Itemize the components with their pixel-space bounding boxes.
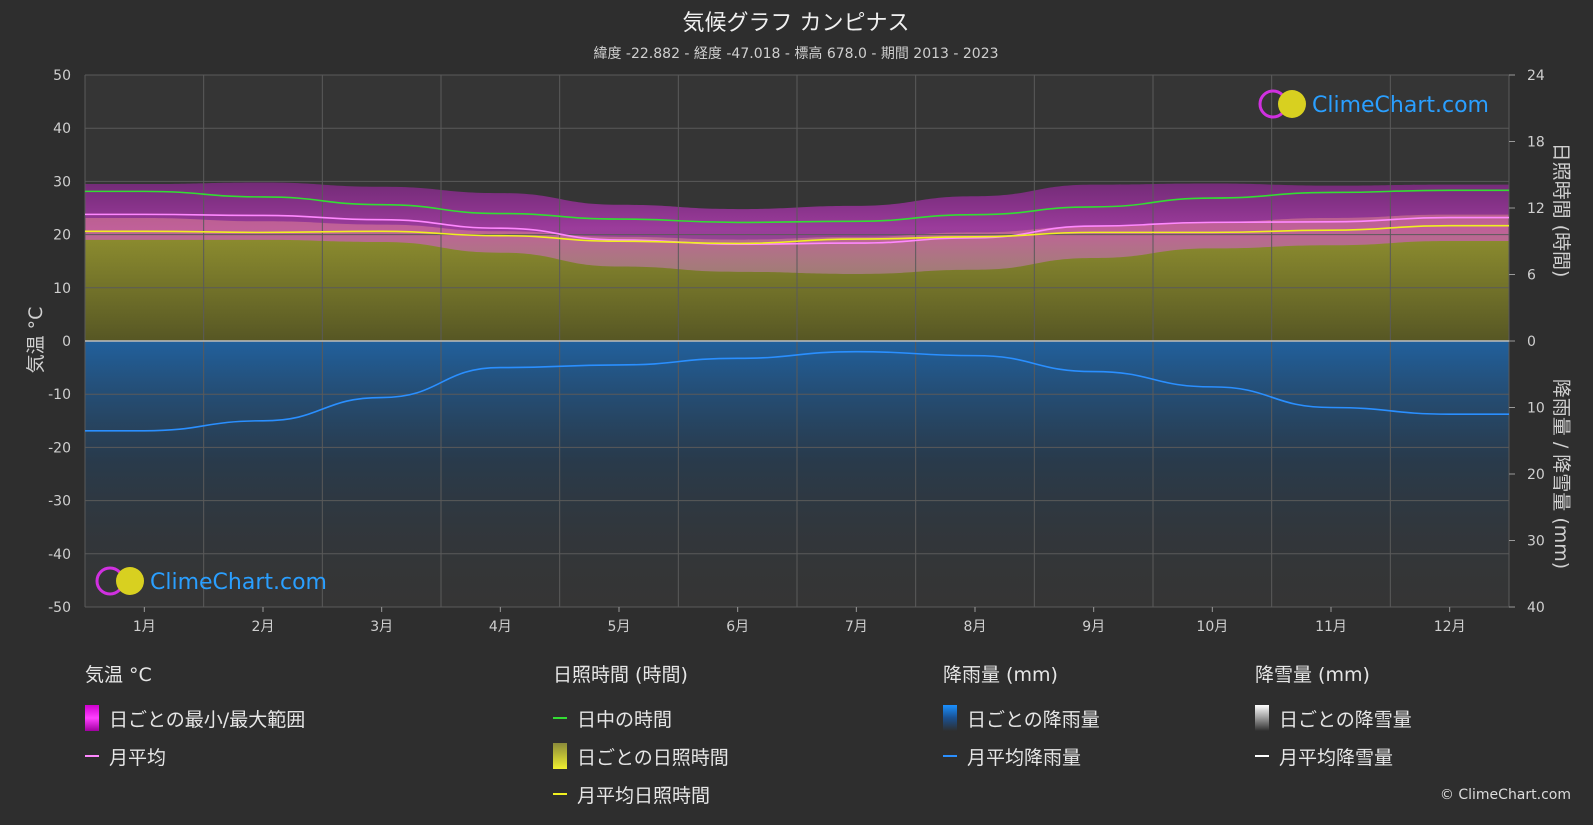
legend-label: 月平均降雪量 xyxy=(1279,746,1394,769)
legend-label: 日ごとの降雪量 xyxy=(1279,708,1412,731)
snow-swatch xyxy=(1255,705,1269,731)
right-top-tick-label: 18 xyxy=(1527,135,1545,151)
left-tick-label: -50 xyxy=(48,600,71,616)
legend-label: 日ごとの降雨量 xyxy=(967,708,1100,731)
right-top-tick-label: 12 xyxy=(1527,201,1545,217)
left-tick-label: 10 xyxy=(53,281,71,297)
logo-sun-icon xyxy=(1278,90,1306,118)
legend-label: 月平均降雨量 xyxy=(967,746,1082,769)
x-tick-label: 3月 xyxy=(370,619,393,635)
x-tick-label: 12月 xyxy=(1434,619,1466,635)
sunshine-avg-swatch xyxy=(553,793,567,795)
left-axis-label: 気温 °C xyxy=(25,307,47,374)
legend-rain-header: 降雨量 (mm) xyxy=(943,664,1058,686)
x-tick-label: 11月 xyxy=(1315,619,1347,635)
x-tick-label: 7月 xyxy=(845,619,868,635)
legend-item-daylight: 日中の時間 xyxy=(553,699,729,737)
right-axis-bottom-label: 降雨量 / 降雪量 (mm) xyxy=(1550,379,1572,569)
legend-label: 日ごとの日照時間 xyxy=(577,746,729,769)
legend-item-sunshine: 日ごとの日照時間 xyxy=(553,737,729,775)
left-tick-label: 50 xyxy=(53,68,71,84)
temp-avg-swatch xyxy=(85,755,99,757)
x-tick-label: 5月 xyxy=(608,619,631,635)
rain-avg-swatch xyxy=(943,755,957,757)
x-tick-label: 9月 xyxy=(1082,619,1105,635)
left-tick-label: -40 xyxy=(48,547,71,563)
legend-rain: 降雨量 (mm) 日ごとの降雨量 月平均降雨量 xyxy=(943,660,1100,775)
x-tick-label: 2月 xyxy=(252,619,275,635)
left-tick-label: 0 xyxy=(62,334,71,350)
right-top-tick-label: 6 xyxy=(1527,268,1536,284)
legend-snow-header: 降雪量 (mm) xyxy=(1255,664,1370,686)
temp-avg-line xyxy=(84,213,1509,245)
temp-range-swatch xyxy=(85,705,99,731)
right-bottom-tick-label: 20 xyxy=(1527,467,1545,483)
legend-snow: 降雪量 (mm) 日ごとの降雪量 月平均降雪量 xyxy=(1255,660,1412,775)
series-lines-layer xyxy=(84,189,1509,432)
legend-item-rain-avg: 月平均降雨量 xyxy=(943,737,1100,775)
left-tick-label: -20 xyxy=(48,440,71,456)
x-tick-label: 1月 xyxy=(133,619,156,635)
x-tick-label: 8月 xyxy=(964,619,987,635)
daylight-line xyxy=(85,189,1509,224)
legend-item-rain: 日ごとの降雨量 xyxy=(943,699,1100,737)
x-tick-label: 6月 xyxy=(726,619,749,635)
legend-label: 月平均日照時間 xyxy=(577,784,711,807)
watermark-bottom: ClimeChart.com xyxy=(95,566,327,596)
watermark-text-top: ClimeChart.com xyxy=(1312,93,1489,118)
right-bottom-tick-label: 40 xyxy=(1527,600,1545,616)
legend-sun: 日照時間 (時間) 日中の時間 日ごとの日照時間 月平均日照時間 xyxy=(553,660,729,813)
left-tick-label: -10 xyxy=(48,387,71,403)
legend-sun-header: 日照時間 (時間) xyxy=(553,664,688,686)
right-top-tick-label: 24 xyxy=(1527,68,1545,84)
watermark-text-bottom: ClimeChart.com xyxy=(150,570,327,595)
legend-label: 月平均 xyxy=(109,746,167,769)
left-tick-label: -30 xyxy=(48,494,71,510)
right-bottom-tick-label: 30 xyxy=(1527,534,1545,550)
rain-avg-line xyxy=(85,350,1509,432)
legend-label: 日ごとの最小/最大範囲 xyxy=(109,708,306,731)
x-tick-label: 4月 xyxy=(489,619,512,635)
legend-temp: 気温 °C 日ごとの最小/最大範囲 月平均 xyxy=(85,660,305,775)
left-tick-label: 30 xyxy=(53,174,71,190)
legend-item-snow-avg: 月平均降雪量 xyxy=(1255,737,1412,775)
rain-swatch xyxy=(943,705,957,731)
axes-layer: 50 40 30 20 10 0 -10 -20 -30 -40 -50 24 18 12 6 0 10 20 30… xyxy=(48,68,1545,635)
right-bottom-tick-label: 10 xyxy=(1527,401,1545,417)
left-tick-label: 20 xyxy=(53,228,71,244)
daylight-swatch xyxy=(553,717,567,719)
left-tick-label: 40 xyxy=(53,121,71,137)
legend-temp-header: 気温 °C xyxy=(85,664,152,686)
right-top-tick-label: 0 xyxy=(1527,334,1536,350)
logo-sun-icon xyxy=(116,567,144,595)
legend-label: 日中の時間 xyxy=(577,708,673,731)
chart-title: 気候グラフ カンピナス xyxy=(683,11,910,36)
chart-subtitle: 緯度 -22.882 - 経度 -47.018 - 標高 678.0 - 期間 … xyxy=(593,45,998,62)
x-tick-label: 10月 xyxy=(1196,619,1228,635)
grid-layer xyxy=(84,74,1510,608)
legend-item-sunshine-avg: 月平均日照時間 xyxy=(553,775,729,813)
legend-item-snow: 日ごとの降雪量 xyxy=(1255,699,1412,737)
legend-item-temp-range: 日ごとの最小/最大範囲 xyxy=(85,699,305,737)
sunshine-swatch xyxy=(553,743,567,769)
legend-item-temp-avg: 月平均 xyxy=(85,737,305,775)
watermark-top: ClimeChart.com xyxy=(1258,89,1489,119)
right-axis-top-label: 日照時間 (時間) xyxy=(1550,143,1572,278)
snow-avg-swatch xyxy=(1255,755,1269,757)
sunshine-avg-line xyxy=(84,224,1509,245)
copyright: © ClimeChart.com xyxy=(1439,787,1571,803)
